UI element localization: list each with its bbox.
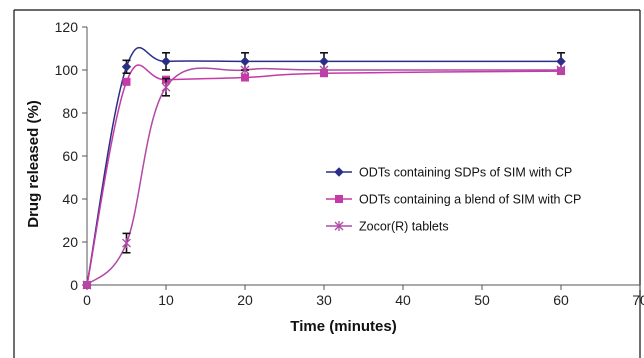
axes: 0 20 40 60 80 100 120 0 10 20 30 40 50 60 70 (13, 9, 644, 358)
legend-label: Zocor(R) tablets (359, 220, 449, 234)
y-tick-label: 120 (55, 19, 79, 35)
data-point-series-2 (241, 73, 249, 82)
data-point-series-1 (121, 62, 132, 72)
data-point-series-3 (161, 82, 171, 93)
x-tick-label: 30 (316, 292, 332, 308)
marker-layer (82, 51, 566, 290)
y-tick-label: 20 (62, 234, 78, 250)
y-tick-label: 40 (62, 191, 78, 207)
legend-item-2: ODTs containing a blend of SIM with CP (326, 193, 581, 207)
data-point-series-3 (240, 65, 250, 75)
y-axis-title: Drug released (%) (25, 100, 42, 228)
legend-marker (334, 221, 344, 231)
x-tick-label: 20 (237, 292, 253, 308)
data-point-series-1 (161, 56, 171, 67)
y-tick-label: 0 (70, 277, 78, 293)
x-tick-label: 0 (83, 292, 91, 308)
legend-label: ODTs containing a blend of SIM with CP (359, 193, 581, 207)
data-point-series-3 (319, 65, 329, 75)
y-tick-label: 100 (55, 62, 79, 78)
data-point-series-3 (82, 280, 92, 290)
y-tick-label: 60 (62, 148, 78, 164)
data-point-series-2 (122, 77, 131, 86)
y-tick-label: 80 (62, 105, 78, 121)
legend-item-3: Zocor(R) tablets (326, 220, 449, 234)
series-line-2 (86, 64, 562, 286)
legend-marker (335, 195, 343, 203)
x-tick-label: 10 (158, 292, 174, 308)
x-axis-title: Time (minutes) (290, 318, 396, 335)
x-tick-label: 50 (474, 292, 490, 308)
series-line-1 (86, 46, 561, 286)
x-tick-label: 40 (395, 292, 411, 308)
data-point-series-3 (122, 238, 131, 249)
legend: ODTs containing SDPs of SIM with CP ODTs … (326, 166, 581, 234)
data-point-series-3 (556, 65, 566, 75)
legend-item-1: ODTs containing SDPs of SIM with CP (326, 166, 572, 180)
legend-marker (334, 167, 344, 177)
x-tick-label: 70 (632, 292, 644, 308)
x-tick-label: 60 (553, 292, 569, 308)
legend-label: ODTs containing SDPs of SIM with CP (359, 166, 572, 180)
